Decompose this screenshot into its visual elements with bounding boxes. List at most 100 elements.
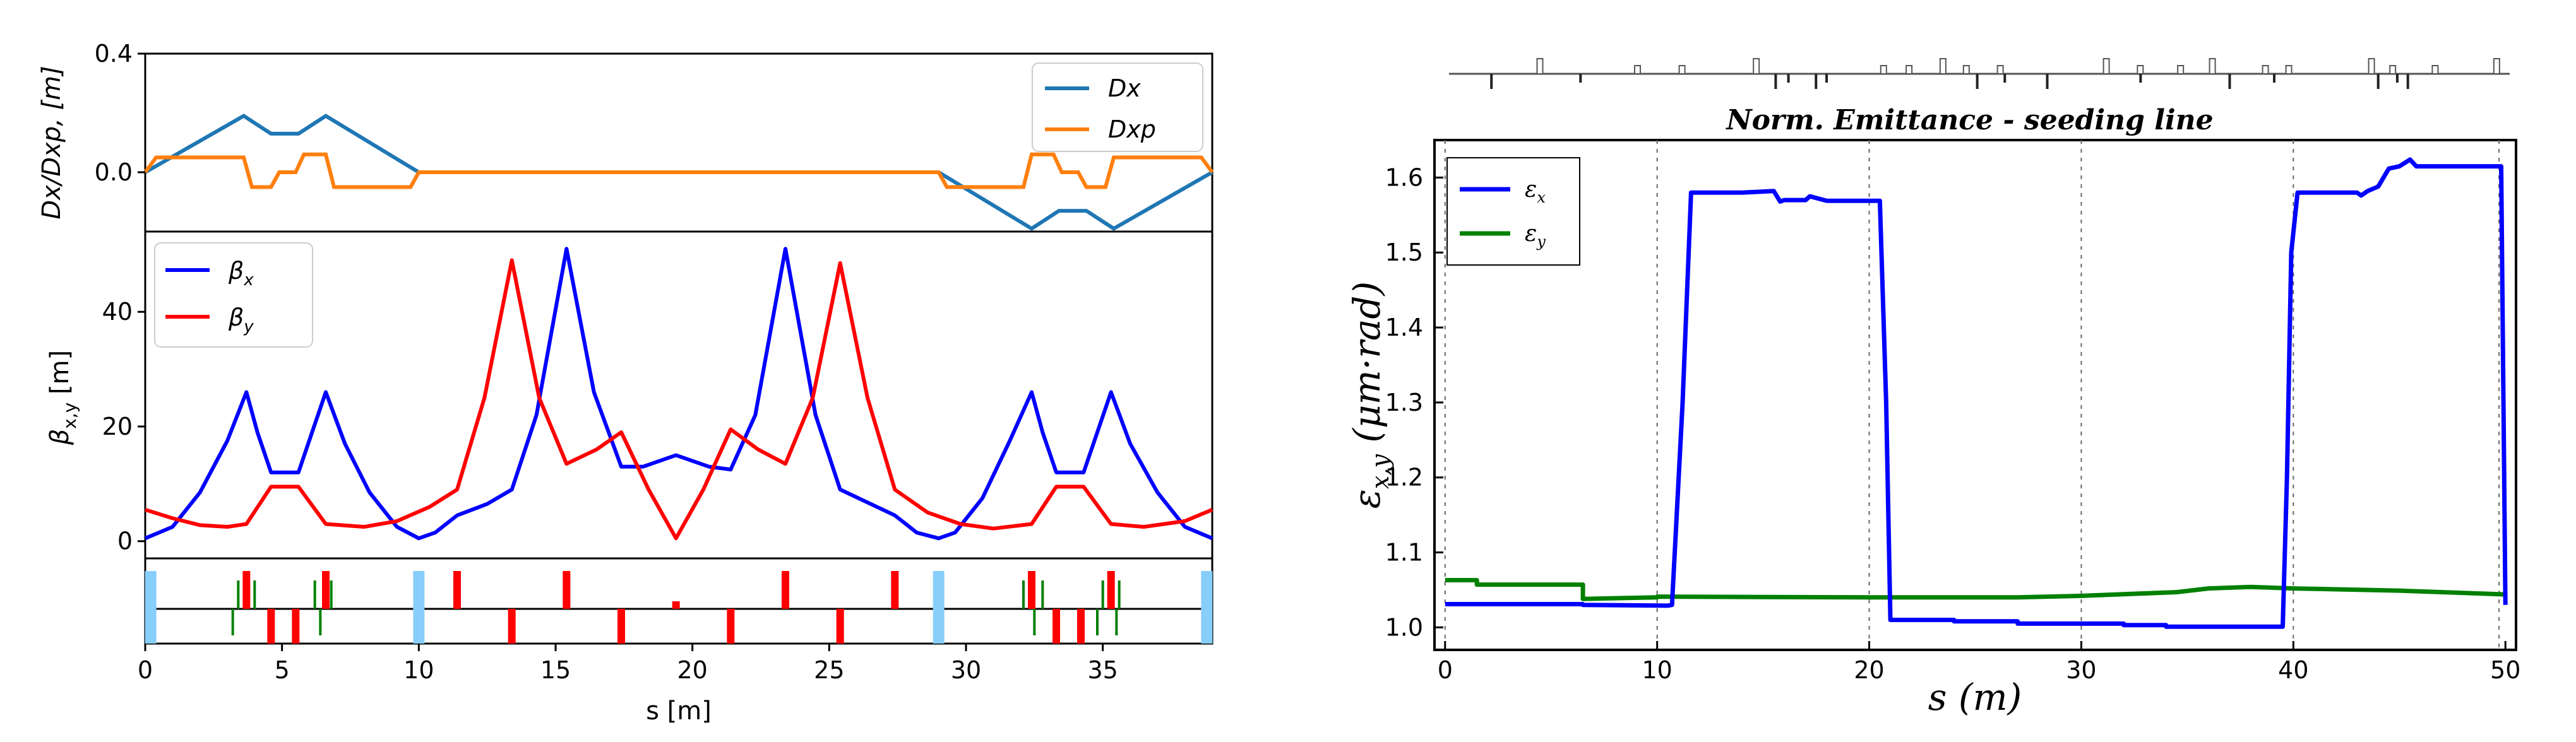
emittance-ytick-label: 1.0 [1385, 613, 1423, 641]
emittance-legend-box [1446, 157, 1580, 266]
emittance-gridlines [1444, 140, 2500, 650]
lattice-xtick-label: 20 [677, 656, 707, 684]
lattice-quad-defocus [1077, 609, 1085, 644]
lattice-quad-focus [563, 571, 571, 609]
emittance-legend: εx εy [1446, 157, 1580, 266]
lattice-quad-focus [1028, 571, 1035, 609]
lattice-quad-defocus [267, 609, 275, 644]
dispersion-ytick-label: 0.0 [95, 158, 133, 186]
strip-element-up [2209, 58, 2216, 74]
lattice-dipole-lower [933, 609, 945, 644]
strip-element-down [2046, 74, 2049, 89]
strip-element-down [2003, 74, 2007, 83]
strip-element-up [2177, 65, 2185, 74]
legend-dxp-label: Dxp [1108, 115, 1156, 143]
emittance-ytick-label: 1.3 [1385, 389, 1423, 416]
lattice-xtick-label: 35 [1087, 656, 1118, 684]
strip-elements [1490, 58, 2500, 89]
emittance-xtick-label: 50 [2490, 656, 2520, 684]
emittance-ytick-label: 1.5 [1385, 238, 1423, 266]
lattice-quad-small [672, 601, 680, 609]
strip-element-up [1905, 65, 1913, 74]
emittance-xtick-label: 10 [1642, 656, 1672, 684]
dispersion-ytick-label: 0.4 [95, 40, 133, 68]
dispersion-panel: 0.0 0.4 Dx/Dxp, [m] Dx Dxp [37, 40, 1214, 233]
emittance-ticks: 0 10 20 30 40 50 1.0 1.1 1.2 1.3 1.4 1.5 1.6 [1385, 163, 2521, 684]
strip-element-up [2493, 58, 2500, 74]
lattice-corrector-lower [1096, 609, 1099, 635]
strip-element-up [1678, 65, 1686, 74]
lattice-corrector [1022, 580, 1025, 609]
strip-element-up [1634, 65, 1642, 74]
lattice-corrector-lower [1033, 609, 1036, 635]
strip-element-down [1787, 74, 1790, 83]
lattice-quad-defocus [292, 609, 300, 644]
emittance-xtick-label: 40 [2278, 656, 2308, 684]
lattice-xtick-label: 5 [275, 656, 290, 684]
lattice-corrector [237, 580, 240, 609]
strip-element-down [2273, 74, 2276, 83]
legend-dx-label: Dx [1108, 74, 1141, 102]
lattice-corrector-lower [231, 609, 234, 635]
emittance-title: Norm. Emittance - seeding line [1725, 104, 2213, 136]
lattice-dipole [145, 571, 157, 609]
seeding-lattice-strip [1449, 58, 2510, 89]
strip-element-down [1976, 74, 1979, 89]
strip-element-up [1939, 58, 1947, 74]
lattice-quad-defocus [617, 609, 625, 644]
lattice-xtick-label: 15 [540, 656, 571, 684]
strip-element-up [1880, 65, 1887, 74]
lattice-corrector [1041, 580, 1044, 609]
beta-ytick-label: 40 [102, 298, 133, 326]
beta-ytick-label: 0 [117, 527, 133, 555]
lattice-dipole [413, 571, 425, 609]
lattice-corrector [253, 580, 256, 609]
lattice-corrector-lower [1115, 609, 1118, 635]
lattice-xtick-label: 30 [951, 656, 981, 684]
lattice-quad-focus [242, 571, 251, 609]
lattice-quad-defocus [836, 609, 844, 644]
emitx-line [1445, 157, 2508, 629]
beta-panel: 0 20 40 βx,y [m] βx βy [45, 230, 1213, 560]
beta-ytick-label: 20 [102, 413, 133, 440]
lattice-xtick-label: 25 [814, 656, 844, 684]
lattice-quad-focus [1107, 571, 1115, 609]
strip-element-up [2389, 65, 2397, 74]
beta-legend: βx βy [154, 242, 313, 348]
dxp-line [143, 152, 1214, 189]
lattice-quad-defocus [508, 609, 516, 644]
lattice-dipole-lower [1201, 609, 1213, 644]
emittance-lines [1445, 157, 2508, 629]
lattice-corrector [1118, 580, 1121, 609]
lattice-corrector-lower [319, 609, 322, 635]
strip-element-up [2137, 65, 2144, 74]
emittance-xtick-label: 30 [2066, 656, 2096, 684]
lattice-xtick-label: 0 [138, 656, 153, 684]
lattice-frame [144, 557, 1213, 645]
dispersion-legend: Dx Dxp [1032, 62, 1203, 152]
emittance-xtick-label: 0 [1438, 656, 1453, 684]
strip-element-up [2262, 65, 2269, 74]
dispersion-yticks: 0.0 0.4 [95, 40, 145, 186]
strip-element-up [2285, 65, 2293, 74]
strip-element-down [1825, 74, 1828, 83]
lattice-dipole [1201, 571, 1213, 609]
strip-element-up [1536, 58, 1544, 74]
strip-element-up [2368, 58, 2375, 74]
lattice-dipole [933, 571, 945, 609]
lattice-quad-focus [891, 571, 899, 609]
betax-line [144, 247, 1213, 541]
emittance-panel: Norm. Emittance - seeding line 0 10 20 30 40… [1345, 104, 2520, 719]
lattice-dipole-lower [413, 609, 425, 644]
emittance-ylabel: εx,y (μm·rad) [1345, 281, 1394, 509]
emity-line [1445, 578, 2506, 601]
strip-element-up [1962, 65, 1970, 74]
strip-element-down [2406, 74, 2409, 89]
lattice-corrector [330, 580, 333, 609]
lattice-quad-focus [453, 571, 461, 609]
lattice-dipole-lower [145, 609, 157, 644]
strip-element-down [1490, 74, 1493, 89]
strip-element-down [2395, 74, 2399, 83]
strip-element-up [1753, 58, 1760, 74]
